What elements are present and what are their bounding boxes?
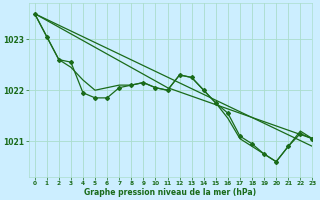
X-axis label: Graphe pression niveau de la mer (hPa): Graphe pression niveau de la mer (hPa)	[84, 188, 257, 197]
